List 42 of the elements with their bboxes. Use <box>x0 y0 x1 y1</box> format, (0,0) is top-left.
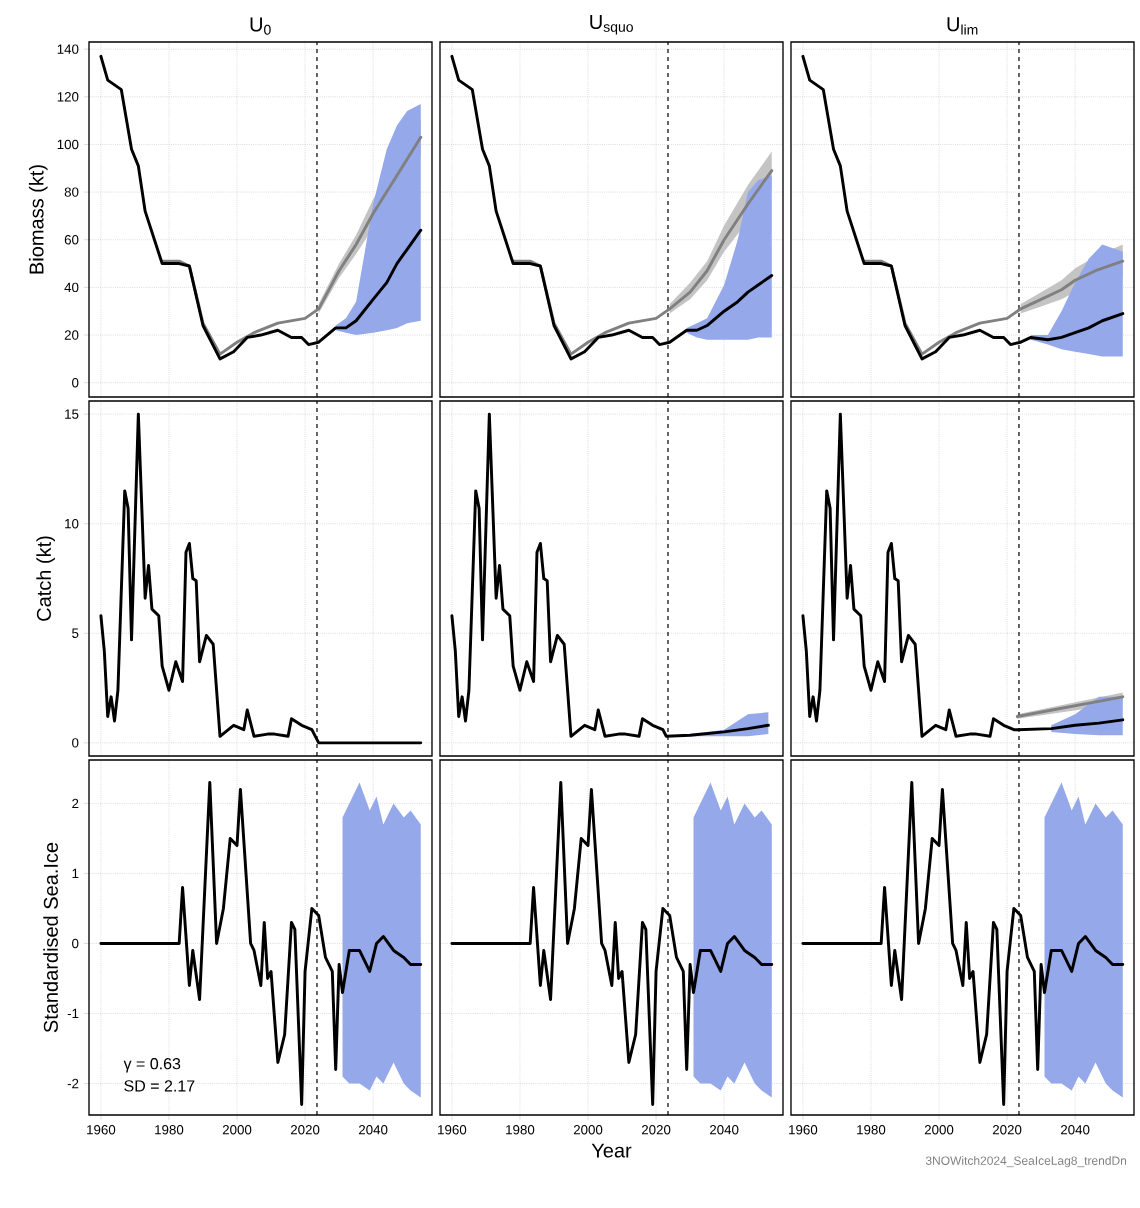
x-tick-label: 2020 <box>641 1125 671 1135</box>
y-axis-title: Biomass (kt) <box>28 165 48 274</box>
y-tick-label: 0 <box>72 938 79 949</box>
x-tick-label: 1980 <box>506 1125 535 1135</box>
text: 3NOWitch2024_SeaIceLag8_trendDn <box>925 1156 1127 1168</box>
chart-title: U$_{squo}$ <box>590 15 633 35</box>
y-tick-label: 100 <box>57 139 79 150</box>
y-tick-label: -1 <box>67 1008 79 1019</box>
y-tick-label: 10 <box>65 519 79 529</box>
y-tick-label: 140 <box>57 44 79 54</box>
annotation: SD = 2.17 <box>124 1080 195 1092</box>
x-tick-label: 2020 <box>290 1125 320 1135</box>
y-tick-label: 15 <box>65 409 79 419</box>
x-axis-title: Year <box>591 1143 632 1158</box>
y-tick-label: 0 <box>72 377 79 388</box>
y-tick-label: 0 <box>72 738 79 748</box>
chart-title: U$_{lim}$ <box>947 17 978 35</box>
y-tick-label: 1 <box>72 868 79 879</box>
y-tick-label: 120 <box>57 92 79 102</box>
y-tick-label: 20 <box>64 330 79 340</box>
x-tick-label: 1980 <box>155 1125 184 1135</box>
y-tick-label: 5 <box>72 628 79 638</box>
x-tick-label: 2040 <box>709 1125 739 1135</box>
y-tick-label: -2 <box>67 1078 79 1089</box>
y-tick-label: 40 <box>64 282 79 293</box>
x-tick-label: 2040 <box>358 1125 388 1135</box>
y-axis-title: Catch (kt) <box>36 536 55 621</box>
x-tick-label: 2000 <box>573 1125 603 1135</box>
y-tick-label: 2 <box>72 798 79 809</box>
x-tick-label: 1960 <box>438 1125 467 1135</box>
x-tick-label: 2020 <box>992 1125 1022 1135</box>
x-tick-label: 2040 <box>1060 1125 1090 1135</box>
x-tick-label: 1980 <box>857 1125 886 1135</box>
y-tick-label: 60 <box>64 235 79 245</box>
x-tick-label: 1960 <box>789 1125 818 1135</box>
x-tick-label: 2000 <box>924 1125 954 1135</box>
x-tick-label: 2000 <box>222 1125 252 1135</box>
y-axis-title: Standardised Sea.Ice <box>43 842 58 1033</box>
x-tick-label: 1960 <box>87 1125 116 1135</box>
chart-title: U$_{0}$ <box>250 17 271 35</box>
y-tick-label: 80 <box>64 187 79 197</box>
annotation: γ = 0.63 <box>123 1058 181 1073</box>
